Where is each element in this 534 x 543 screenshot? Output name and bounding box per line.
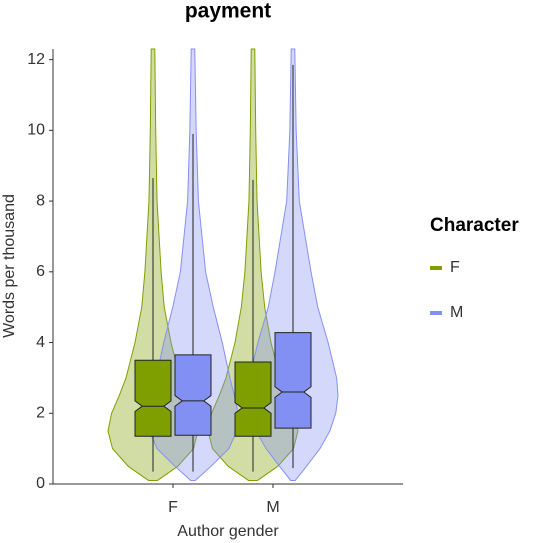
y-tick-label: 6 [36,263,45,280]
y-tick-label: 8 [36,192,45,209]
box [134,359,172,437]
y-tick-label: 10 [27,122,45,139]
x-tick-label: M [266,499,279,516]
y-tick-label: 12 [27,51,45,68]
box [234,361,272,437]
x-axis-label: Author gender [177,523,279,540]
chart-title: payment [185,0,271,23]
legend-title: Character [430,215,519,236]
y-tick-label: 2 [36,404,45,421]
box [274,332,312,429]
legend-label: F [450,259,460,276]
box [174,354,212,436]
y-tick-label: 0 [36,475,45,492]
y-tick-label: 4 [36,334,45,351]
y-axis-label: Words per thousand [1,194,18,338]
legend-label: M [450,304,463,321]
x-tick-label: F [168,499,178,516]
